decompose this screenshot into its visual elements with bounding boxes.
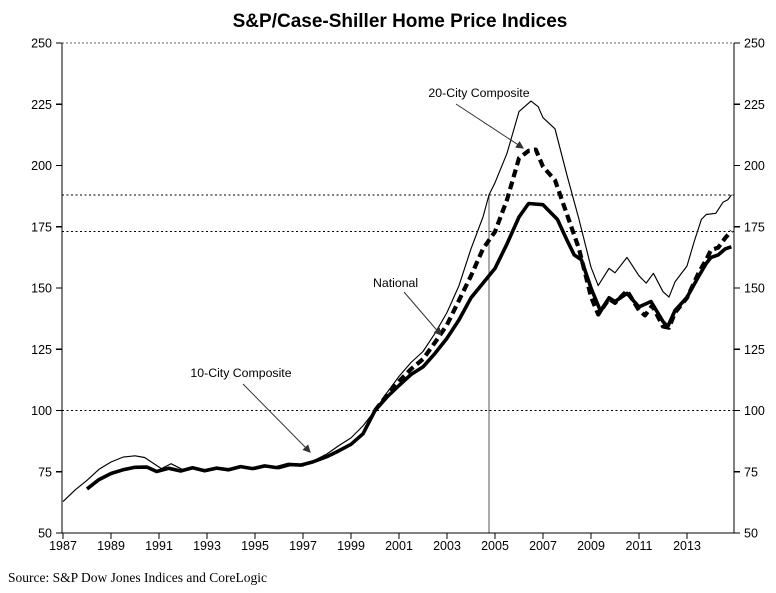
x-tick-label: 1989	[97, 539, 125, 553]
y-tick-label-left: 100	[31, 404, 52, 418]
annotation-label-10-city-composite: 10-City Composite	[190, 366, 291, 380]
y-tick-label-left: 225	[31, 98, 52, 112]
x-tick-label: 2013	[673, 539, 701, 553]
x-tick-label: 2001	[385, 539, 413, 553]
series-national	[85, 201, 732, 491]
y-tick-label-left: 250	[31, 37, 52, 51]
y-tick-label-right: 225	[744, 98, 765, 112]
annotation-arrow-national	[403, 291, 442, 336]
chart-title: S&P/Case-Shiller Home Price Indices	[232, 11, 568, 32]
annotation-label-20-city-composite: 20-City Composite	[428, 86, 529, 100]
y-tick-label-right: 175	[744, 220, 765, 234]
x-tick-label: 2005	[481, 539, 509, 553]
annotation-label-national: National	[373, 276, 418, 290]
annotation-arrow-20-city-composite	[455, 103, 525, 149]
x-tick-label: 2011	[626, 539, 653, 553]
x-tick-label: 1993	[193, 539, 221, 553]
y-tick-label-right: 50	[744, 527, 758, 541]
source-note: Source: S&P Dow Jones Indices and CoreLo…	[8, 570, 267, 585]
y-tick-label-left: 50	[38, 527, 52, 541]
x-tick-label: 2003	[433, 539, 461, 553]
series-10-city-composite	[62, 100, 732, 503]
y-tick-label-left: 150	[31, 282, 52, 296]
y-tick-label-right: 250	[744, 37, 765, 51]
x-tick-label: 1999	[337, 539, 365, 553]
x-tick-label: 1991	[145, 539, 173, 553]
y-tick-label-left: 125	[31, 343, 52, 357]
x-tick-label: 1997	[289, 539, 317, 553]
y-tick-label-right: 125	[744, 343, 765, 357]
y-tick-label-right: 200	[744, 159, 765, 173]
x-tick-label: 2007	[529, 539, 557, 553]
x-tick-label: 1995	[241, 539, 269, 553]
annotation-arrow-10-city-composite	[242, 383, 311, 453]
y-tick-label-left: 175	[31, 220, 52, 234]
series-20-city-composite	[373, 147, 733, 412]
x-tick-label: 1987	[49, 539, 77, 553]
y-tick-label-right: 150	[744, 282, 765, 296]
y-tick-label-left: 200	[31, 159, 52, 173]
x-tick-label: 2009	[577, 539, 605, 553]
y-tick-label-right: 100	[744, 404, 765, 418]
y-tick-label-left: 75	[38, 465, 52, 479]
y-tick-label-right: 75	[744, 465, 758, 479]
